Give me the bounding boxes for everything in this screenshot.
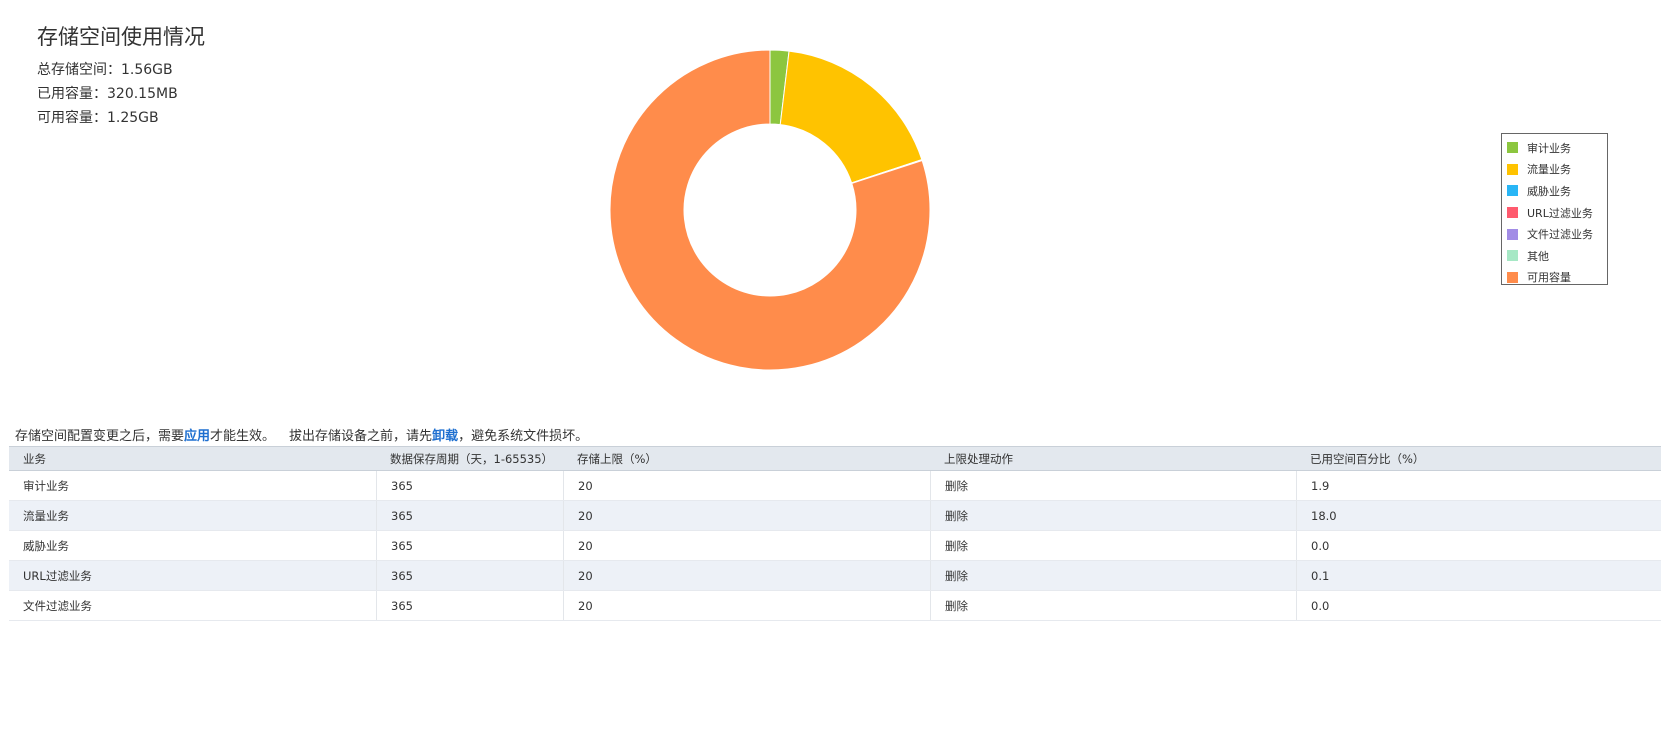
legend-item[interactable]: 文件过滤业务 — [1507, 223, 1607, 245]
header-storage-limit: 存储上限（%） — [577, 451, 657, 466]
cell-service: URL过滤业务 — [23, 568, 92, 583]
cell-service: 文件过滤业务 — [23, 598, 92, 613]
cell-limit-action: 删除 — [930, 591, 1296, 620]
cell-storage-limit: 20 — [563, 471, 930, 500]
cell-retention-days: 365 — [376, 531, 563, 560]
legend-item[interactable]: 流量业务 — [1507, 159, 1607, 181]
cell-limit-action: 删除 — [930, 531, 1296, 560]
notice-part-3: 拔出存储设备之前，请先 — [289, 429, 433, 444]
legend-swatch — [1507, 142, 1518, 154]
header-retention-days: 数据保存周期（天，1-65535） — [390, 451, 554, 466]
table-row[interactable]: 威胁业务 365 20 删除 0.0 — [9, 531, 1661, 561]
legend-swatch — [1507, 207, 1518, 219]
cell-service: 威胁业务 — [23, 538, 69, 553]
table-row[interactable]: 审计业务 365 20 删除 1.9 — [9, 471, 1661, 501]
cell-storage-limit: 20 — [563, 531, 930, 560]
legend-label: URL过滤业务 — [1527, 206, 1593, 220]
cell-retention-days: 365 — [376, 471, 563, 500]
legend-swatch — [1507, 271, 1518, 283]
legend-item[interactable]: 可用容量 — [1507, 267, 1607, 289]
legend-label: 其他 — [1527, 249, 1549, 263]
legend-item[interactable]: 其他 — [1507, 245, 1607, 267]
total-storage-text: 总存储空间：1.56GB — [37, 62, 173, 78]
legend-label: 可用容量 — [1527, 271, 1571, 285]
available-capacity-text: 可用容量：1.25GB — [37, 110, 159, 126]
used-capacity-text: 已用容量：320.15MB — [37, 86, 178, 102]
legend-swatch — [1507, 185, 1518, 197]
notice-part-2: 才能生效。 — [210, 429, 276, 444]
legend-swatch — [1507, 163, 1518, 175]
cell-storage-limit: 20 — [563, 561, 930, 590]
table-row[interactable]: URL过滤业务 365 20 删除 0.1 — [9, 561, 1661, 591]
legend-item[interactable]: URL过滤业务 — [1507, 202, 1607, 224]
cell-retention-days: 365 — [376, 591, 563, 620]
legend-label: 文件过滤业务 — [1527, 228, 1593, 242]
cell-used-percent: 1.9 — [1296, 471, 1661, 500]
cell-retention-days: 365 — [376, 501, 563, 530]
notice-text: 存储空间配置变更之后，需要应用才能生效。 拔出存储设备之前，请先卸载，避免系统文件… — [15, 425, 588, 444]
legend-swatch — [1507, 250, 1518, 262]
legend-item[interactable]: 威胁业务 — [1507, 180, 1607, 202]
notice-part-1: 存储空间配置变更之后，需要 — [15, 429, 185, 444]
cell-storage-limit: 20 — [563, 501, 930, 530]
apply-link[interactable]: 应用 — [184, 429, 211, 444]
cell-used-percent: 0.0 — [1296, 531, 1661, 560]
donut-slice-series-6[interactable] — [609, 49, 931, 371]
cell-limit-action: 删除 — [930, 471, 1296, 500]
cell-limit-action: 删除 — [930, 501, 1296, 530]
legend-swatch — [1507, 228, 1518, 240]
storage-summary: 存储空间使用情况 总存储空间：1.56GB 已用容量：320.15MB 可用容量… — [37, 22, 205, 130]
legend-label: 流量业务 — [1527, 163, 1571, 177]
legend-label: 威胁业务 — [1527, 184, 1571, 198]
table-row[interactable]: 流量业务 365 20 删除 18.0 — [9, 501, 1661, 531]
storage-config-table: 业务 数据保存周期（天，1-65535） 存储上限（%） 上限处理动作 已用空间… — [9, 446, 1661, 621]
table-header-row: 业务 数据保存周期（天，1-65535） 存储上限（%） 上限处理动作 已用空间… — [9, 446, 1661, 471]
legend-item[interactable]: 审计业务 — [1507, 137, 1607, 159]
cell-service: 审计业务 — [23, 478, 69, 493]
storage-donut-chart — [600, 40, 940, 380]
cell-storage-limit: 20 — [563, 591, 930, 620]
notice-part-4: ，避免系统文件损坏。 — [458, 429, 589, 444]
page-title: 存储空间使用情况 — [37, 25, 205, 49]
table-row[interactable]: 文件过滤业务 365 20 删除 0.0 — [9, 591, 1661, 621]
donut-slice-series-1[interactable] — [779, 50, 923, 184]
cell-limit-action: 删除 — [930, 561, 1296, 590]
header-service: 业务 — [23, 451, 46, 466]
header-used-percent: 已用空间百分比（%） — [1310, 451, 1425, 466]
header-limit-action: 上限处理动作 — [944, 451, 1013, 466]
cell-used-percent: 0.1 — [1296, 561, 1661, 590]
donut-chart-svg — [609, 49, 931, 371]
cell-used-percent: 18.0 — [1296, 501, 1661, 530]
cell-used-percent: 0.0 — [1296, 591, 1661, 620]
chart-legend: 审计业务流量业务威胁业务 URL过滤业务 文件过滤业务 其他可用容量 — [1501, 133, 1608, 285]
cell-retention-days: 365 — [376, 561, 563, 590]
legend-label: 审计业务 — [1527, 141, 1571, 155]
cell-service: 流量业务 — [23, 508, 69, 523]
unmount-link[interactable]: 卸载 — [432, 429, 459, 444]
